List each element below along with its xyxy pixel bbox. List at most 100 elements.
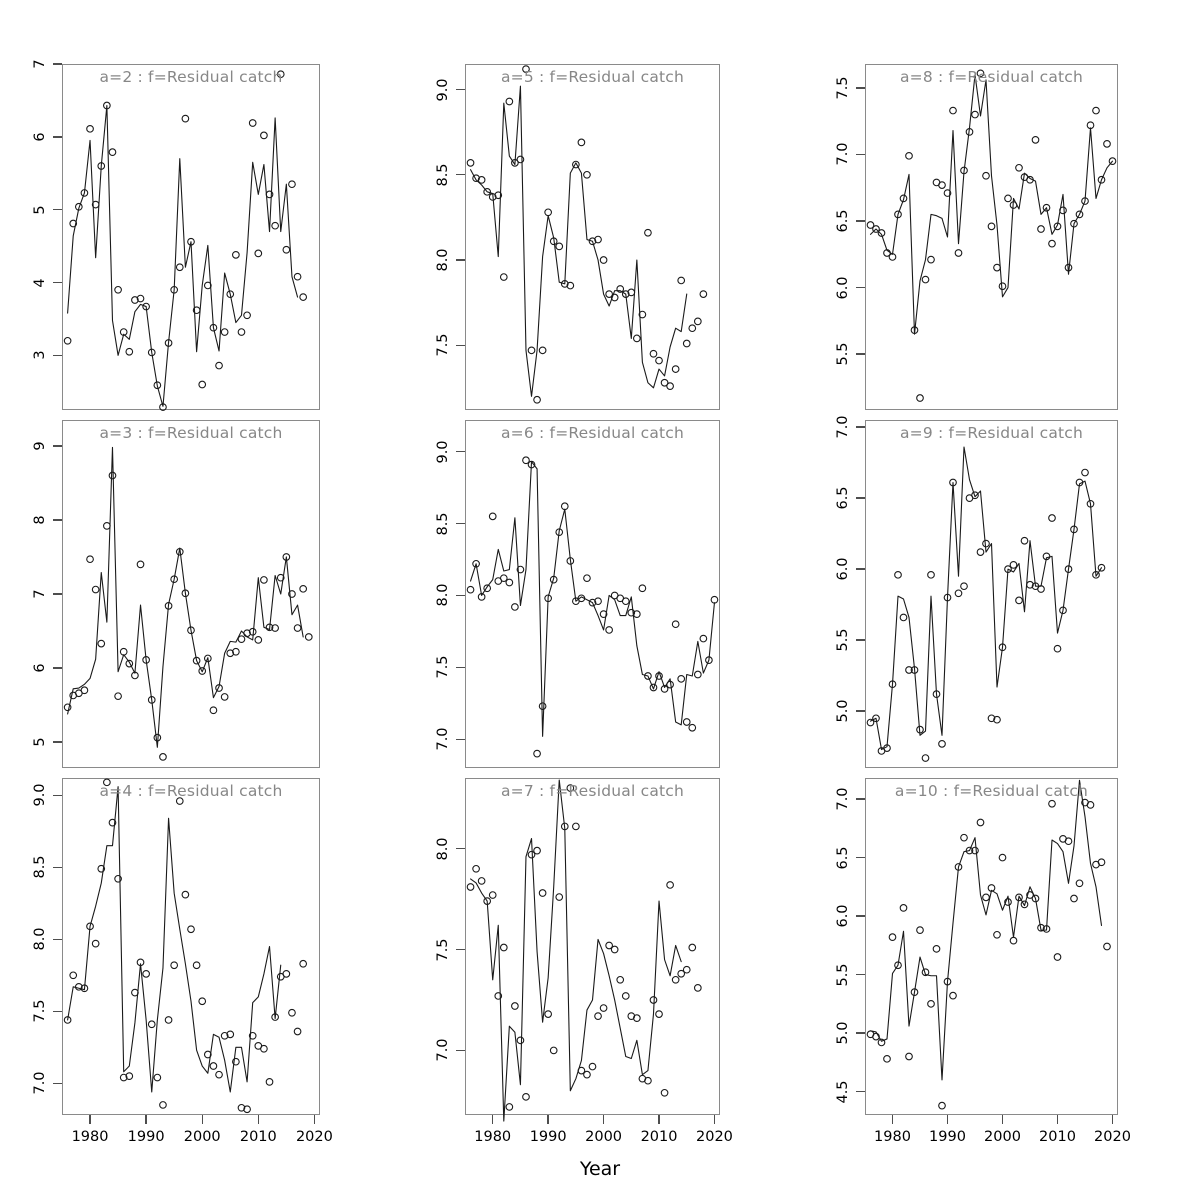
data-point <box>108 818 117 827</box>
data-point <box>260 131 268 140</box>
data-point <box>74 982 83 991</box>
y-axis-tick <box>856 568 865 570</box>
data-point <box>181 890 190 899</box>
data-point <box>710 595 719 604</box>
data-point <box>899 904 908 912</box>
data-point <box>949 106 957 115</box>
panel-frame <box>465 64 720 410</box>
data-point <box>271 624 279 632</box>
x-axis-tick-label: 1990 <box>529 1129 567 1145</box>
data-point <box>91 939 100 948</box>
data-point <box>226 649 235 658</box>
data-point <box>982 171 990 180</box>
data-point <box>466 883 475 891</box>
data-point <box>533 749 541 758</box>
data-point <box>655 1010 663 1018</box>
data-point <box>1048 799 1056 808</box>
x-axis-tick-label: 1990 <box>929 1129 966 1145</box>
data-point <box>86 555 94 564</box>
y-axis-tick <box>456 738 465 740</box>
data-point <box>921 275 930 284</box>
data-point <box>932 944 941 953</box>
y-axis-tick <box>856 856 865 859</box>
chart-panel-a5: a=5 : f=Residual catch <box>465 64 720 410</box>
x-axis-tick <box>145 1115 147 1124</box>
data-point <box>671 365 680 373</box>
data-point <box>232 647 240 656</box>
y-axis-tick <box>53 794 62 796</box>
observed-points <box>466 784 702 1111</box>
data-point <box>232 1057 240 1066</box>
x-axis-tick <box>201 1115 203 1124</box>
data-point <box>649 683 658 692</box>
y-axis-tick <box>856 639 865 641</box>
data-point <box>97 864 106 873</box>
data-point <box>938 1101 946 1110</box>
y-axis-tick <box>856 426 865 428</box>
data-point <box>299 584 308 593</box>
x-axis-tick-label: 2020 <box>295 1129 333 1145</box>
data-point <box>633 334 641 343</box>
data-point <box>237 635 246 644</box>
data-point <box>505 578 514 587</box>
panel-title-a4: a=4 : f=Residual catch <box>99 782 283 800</box>
data-point <box>916 926 924 934</box>
plot-area-a4 <box>63 778 308 1114</box>
panel-title-a7: a=7 : f=Residual catch <box>500 782 685 800</box>
data-point <box>125 347 134 356</box>
y-axis-tick <box>53 208 62 211</box>
fitted-line <box>67 104 299 407</box>
data-point <box>63 336 72 345</box>
data-point <box>938 181 946 189</box>
data-point <box>971 491 979 500</box>
y-axis-tick <box>53 136 62 138</box>
panel-title-a8: a=8 : f=Residual catch <box>899 68 1084 86</box>
data-point <box>699 634 708 643</box>
data-point <box>638 310 647 319</box>
data-point <box>181 114 190 123</box>
fitted-line <box>67 786 282 1093</box>
data-point <box>63 1016 72 1024</box>
data-point <box>282 245 291 254</box>
data-point <box>136 294 145 303</box>
panel-title-a2: a=2 : f=Residual catch <box>99 68 283 86</box>
data-point <box>905 666 913 674</box>
data-point <box>671 975 680 984</box>
data-point <box>660 378 669 387</box>
data-point <box>215 361 223 370</box>
data-point <box>293 1027 302 1036</box>
data-point <box>472 174 480 183</box>
data-point <box>982 893 990 902</box>
data-point <box>527 850 536 859</box>
data-point <box>677 674 686 683</box>
data-point <box>644 672 652 680</box>
x-axis-tick-label: 2010 <box>640 1129 678 1145</box>
data-point <box>91 585 100 594</box>
fitted-line <box>469 779 682 1122</box>
data-point <box>466 159 475 167</box>
chart-panel-a7: a=7 : f=Residual catch <box>465 778 720 1122</box>
data-point <box>883 1054 891 1063</box>
data-point <box>693 670 702 679</box>
data-point <box>949 991 957 1000</box>
data-point <box>203 281 212 290</box>
data-point <box>505 1103 514 1111</box>
data-point <box>905 151 913 160</box>
x-axis-tick <box>492 1115 494 1124</box>
data-point <box>472 559 480 568</box>
data-point <box>682 718 691 726</box>
y-axis-tick <box>53 63 62 65</box>
y-axis-tick <box>53 281 62 284</box>
data-point <box>660 1088 669 1097</box>
fitted-line <box>469 461 716 737</box>
panel-title-a6: a=6 : f=Residual catch <box>500 424 685 442</box>
x-axis-tick-label: 1980 <box>71 1129 109 1145</box>
x-axis-tick-label: 2000 <box>183 1129 221 1145</box>
data-point <box>693 984 702 992</box>
data-point <box>103 778 111 787</box>
data-point <box>677 969 686 978</box>
data-point <box>572 160 580 169</box>
data-point <box>226 1030 235 1039</box>
data-point <box>69 971 78 980</box>
data-point <box>1048 239 1056 248</box>
